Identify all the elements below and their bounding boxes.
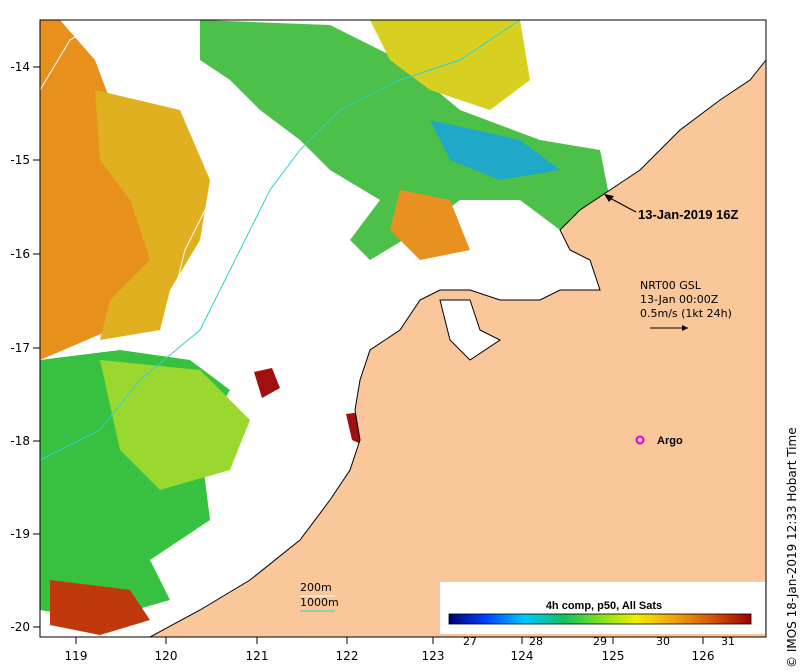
overpass-annotation: 13-Jan-2019 16Z <box>604 194 739 222</box>
isobath-200m-label: 200m <box>300 581 332 594</box>
x-tick-label: 119 <box>65 649 88 663</box>
argo-marker: Argo <box>635 435 683 447</box>
x-tick-label: 120 <box>155 649 178 663</box>
y-tick-label: -14 <box>10 60 30 74</box>
isobath-1000m-label: 1000m <box>300 596 339 609</box>
current-time-label: 13-Jan 00:00Z <box>640 293 719 306</box>
colorbar-tick-label: 28 <box>529 635 543 648</box>
y-tick-label: -18 <box>10 434 30 448</box>
y-tick-label: -19 <box>10 527 30 541</box>
credit-label: © IMOS 18-Jan-2019 12:33 Hobart Time <box>785 427 799 668</box>
x-tick-label: 123 <box>422 649 445 663</box>
y-axis: -14 -15 -16 -17 -18 -19 -20 <box>10 60 40 634</box>
y-tick-label: -15 <box>10 153 30 167</box>
isobath-1000m <box>40 20 521 461</box>
argo-float-icon <box>635 435 645 445</box>
sst-patch-mid-red <box>254 368 280 398</box>
map-area <box>40 20 766 637</box>
sst-patch-west-yellow <box>95 90 210 340</box>
isobath-legend: 200m 1000m <box>300 581 339 612</box>
x-axis: 119 120 121 122 123 124 125 126 <box>65 637 715 663</box>
y-tick-label: -17 <box>10 341 30 355</box>
argo-label: Argo <box>657 435 683 447</box>
current-legend: NRT00 GSL 13-Jan 00:00Z 0.5m/s (1kt 24h) <box>640 279 732 331</box>
y-tick-label: -20 <box>10 620 30 634</box>
x-tick-label: 122 <box>336 649 359 663</box>
colorbar-gradient <box>448 613 752 625</box>
sst-patch-sw-red <box>50 580 150 635</box>
overpass-time-label: 13-Jan-2019 16Z <box>638 207 739 222</box>
sst-patch-north-orange <box>390 190 470 260</box>
current-scale-label: 0.5m/s (1kt 24h) <box>640 307 732 320</box>
sst-patch-north-yellow <box>370 20 530 110</box>
colorbar-tick-label: 31 <box>721 635 735 648</box>
x-tick-label: 124 <box>511 649 534 663</box>
isobath-200m <box>40 21 216 311</box>
x-tick-label: 121 <box>246 649 269 663</box>
current-product-label: NRT00 GSL <box>640 279 702 292</box>
x-tick-label: 126 <box>692 649 715 663</box>
sst-patch-north-green <box>200 20 610 260</box>
sst-patch-north-cyan <box>430 120 560 180</box>
sst-patch-sw-lightgreen <box>100 360 250 490</box>
land-inlet <box>439 299 501 361</box>
y-tick-label: -16 <box>10 247 30 261</box>
sst-field <box>40 20 610 635</box>
map-frame <box>39 19 767 638</box>
colorbar-title: 4h comp, p50, All Sats <box>546 600 662 612</box>
colorbar-tick-label: 30 <box>656 635 670 648</box>
colorbar-tick-label: 27 <box>463 635 477 648</box>
colorbar-tick-label: 29 <box>593 635 607 648</box>
colorbar: 4h comp, p50, All Sats 27 28 29 30 31 <box>440 582 765 648</box>
x-tick-label: 125 <box>602 649 625 663</box>
